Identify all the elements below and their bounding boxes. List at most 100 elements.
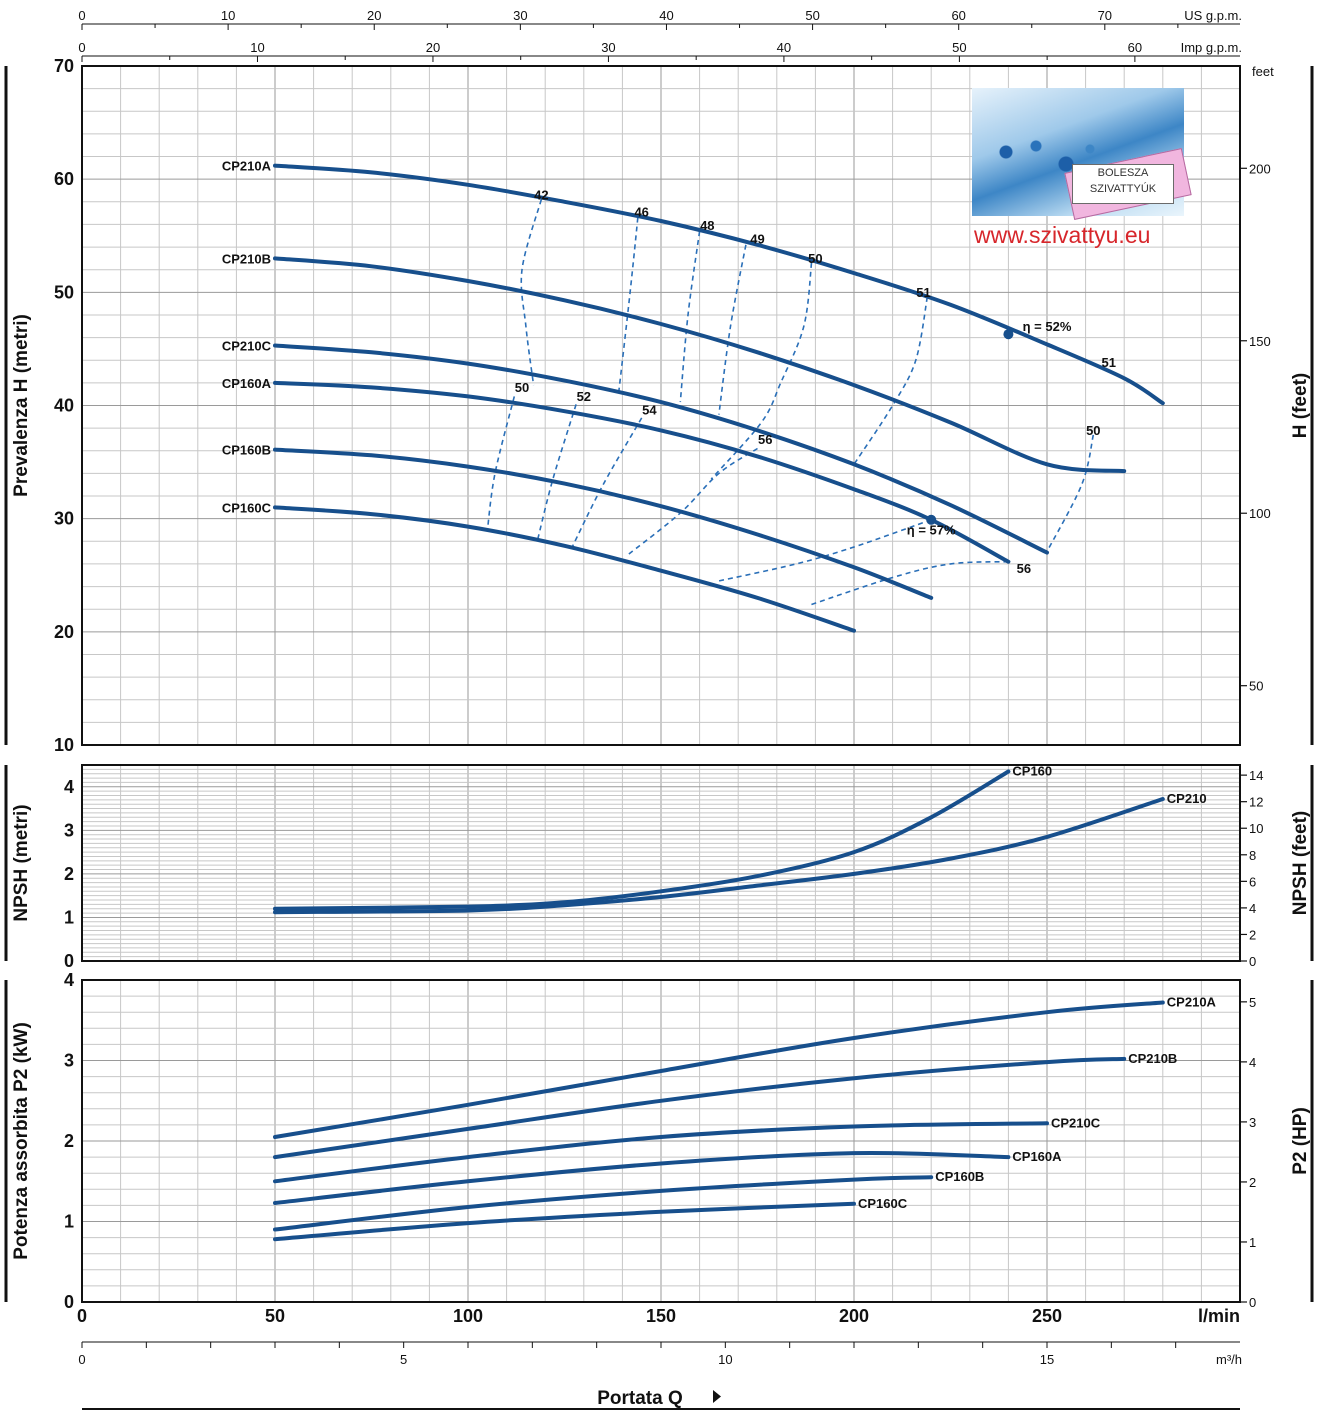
top-axis-tick-label: 0 xyxy=(78,8,85,23)
y2-tick-label: 200 xyxy=(1249,161,1271,176)
power-curve-cp160c xyxy=(273,1201,856,1242)
iso-efficiency-line xyxy=(853,296,929,465)
y-tick-label: 3 xyxy=(64,1051,74,1071)
y2-tick-label: 3 xyxy=(1249,1115,1256,1130)
y-tick-label: 0 xyxy=(64,1292,74,1312)
top-axis-tick-label: 60 xyxy=(951,8,965,23)
x-tick-label: 0 xyxy=(77,1306,87,1326)
x2-axis-unit: m³/h xyxy=(1216,1352,1242,1367)
efficiency-label: η = 57% xyxy=(907,523,956,538)
power-curve-label: CP210C xyxy=(1051,1115,1101,1130)
logo-brand: BOLESZA SZIVATTYÚK xyxy=(1072,164,1174,204)
power-curve-label: CP160C xyxy=(858,1196,908,1211)
efficiency-label: 54 xyxy=(642,403,657,418)
y-tick-label: 4 xyxy=(64,970,74,990)
y-tick-label: 4 xyxy=(64,777,74,797)
iso-efficiency-line xyxy=(807,560,1009,607)
y-tick-label: 1 xyxy=(64,907,74,927)
head-curve-cp210b xyxy=(273,256,1127,474)
power-curve-cp160b xyxy=(273,1175,934,1232)
top-axis-tick-label: 10 xyxy=(250,40,264,55)
iso-efficiency-line xyxy=(679,231,701,403)
y-tick-label: 2 xyxy=(64,1131,74,1151)
logo-brand-line1: BOLESZA xyxy=(1097,167,1149,179)
efficiency-label: 48 xyxy=(700,218,714,233)
top-axis-unit: US g.p.m. xyxy=(1184,8,1242,23)
y-tick-label: 3 xyxy=(64,820,74,840)
head-curve-cp160b xyxy=(273,447,934,600)
y2-tick-label: 12 xyxy=(1249,795,1263,810)
head-curve-cp210c xyxy=(273,343,1049,555)
y-axis-title: NPSH (metri) xyxy=(11,804,32,921)
top-axis-unit: Imp g.p.m. xyxy=(1181,40,1242,55)
best-efficiency-point xyxy=(926,514,937,525)
y-axis-title: Potenza assorbita P2 (kW) xyxy=(11,1022,32,1260)
x-tick-label: 150 xyxy=(646,1306,676,1326)
logo-url[interactable]: www.szivattyu.eu xyxy=(974,222,1151,248)
head-curve-cp160c xyxy=(273,505,856,633)
x-tick-label: 100 xyxy=(453,1306,483,1326)
iso-efficiency-line xyxy=(486,396,516,532)
iso-efficiency-line xyxy=(710,262,813,480)
power-curve-label: CP160B xyxy=(935,1169,984,1184)
efficiency-label: 42 xyxy=(534,188,548,203)
head-curve-label: CP160A xyxy=(222,376,272,391)
head-curve-label: CP210B xyxy=(222,251,271,266)
power-curve-cp210a xyxy=(273,1000,1165,1139)
x-tick-label: 200 xyxy=(839,1306,869,1326)
y-tick-label: 20 xyxy=(54,622,74,642)
head-curve-cp160a xyxy=(273,380,1011,564)
npsh-curve-label: CP160 xyxy=(1012,764,1052,779)
y-tick-label: 60 xyxy=(54,169,74,189)
top-axis-tick-label: 50 xyxy=(952,40,966,55)
head-curve-label: CP210C xyxy=(222,339,272,354)
y2-tick-label: 2 xyxy=(1249,1175,1256,1190)
power-curve-label: CP160A xyxy=(1012,1149,1062,1164)
head-curve-label: CP160C xyxy=(222,500,272,515)
x-tick-label: 250 xyxy=(1032,1306,1062,1326)
y-tick-label: 2 xyxy=(64,864,74,884)
efficiency-label: 49 xyxy=(750,232,764,247)
y-tick-label: 30 xyxy=(54,509,74,529)
iso-efficiency-line xyxy=(1046,434,1095,552)
efficiency-label: 52 xyxy=(577,389,591,404)
efficiency-label: 50 xyxy=(1086,423,1100,438)
power-curve-label: CP210A xyxy=(1167,995,1217,1010)
top-axis-tick-label: 20 xyxy=(367,8,381,23)
top-axis-tick-label: 70 xyxy=(1098,8,1112,23)
top-axis-tick-label: 20 xyxy=(426,40,440,55)
power-curve-label: CP210B xyxy=(1128,1051,1177,1066)
power-curve-cp160a xyxy=(273,1150,1011,1205)
power-curve-cp210c xyxy=(273,1121,1049,1184)
best-efficiency-point xyxy=(1003,329,1014,340)
iso-efficiency-line xyxy=(571,417,643,548)
y2-tick-label: 14 xyxy=(1249,768,1263,783)
efficiency-label: 51 xyxy=(1102,355,1116,370)
y2-tick-label: 4 xyxy=(1249,1055,1256,1070)
y2-tick-label: 6 xyxy=(1249,874,1256,889)
iso-efficiency-line xyxy=(625,447,758,557)
x2-tick-label: 5 xyxy=(400,1352,407,1367)
y2-unit-label: feet xyxy=(1252,64,1274,79)
plot-frame xyxy=(81,764,1241,962)
iso-efficiency-line xyxy=(520,199,543,386)
y2-tick-label: 1 xyxy=(1249,1235,1256,1250)
top-axis-tick-label: 60 xyxy=(1128,40,1142,55)
head-curve-cp210a xyxy=(273,163,1165,406)
x-axis-unit: l/min xyxy=(1198,1306,1240,1326)
npsh-curve-cp160 xyxy=(273,769,1011,911)
logo-brand-line2: SZIVATTYÚK xyxy=(1089,183,1157,195)
logo: BOLESZA SZIVATTYÚK www.szivattyu.eu xyxy=(972,88,1204,248)
y-axis-title: Prevalenza H (metri) xyxy=(11,314,32,497)
efficiency-label: 51 xyxy=(916,285,930,300)
efficiency-label: 50 xyxy=(808,251,822,266)
iso-efficiency-line xyxy=(617,217,639,395)
x2-tick-label: 15 xyxy=(1040,1352,1054,1367)
top-axis-tick-label: 40 xyxy=(777,40,791,55)
top-axis-tick-label: 10 xyxy=(221,8,235,23)
efficiency-label: 56 xyxy=(758,432,772,447)
y2-tick-label: 150 xyxy=(1249,334,1271,349)
y2-tick-label: 50 xyxy=(1249,679,1263,694)
y2-tick-label: 0 xyxy=(1249,1295,1256,1310)
